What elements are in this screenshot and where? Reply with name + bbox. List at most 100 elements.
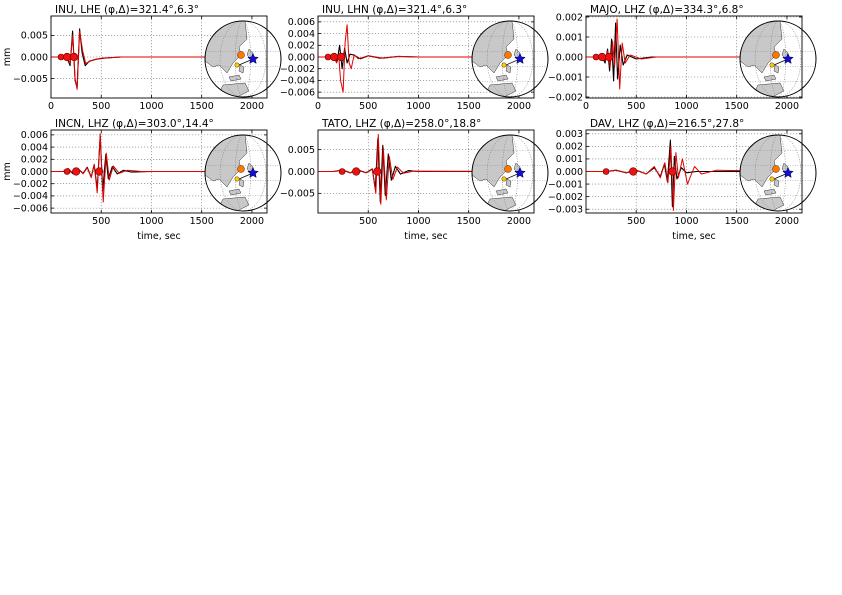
- globe-inset: [204, 20, 282, 98]
- asia-landmass: [205, 135, 248, 188]
- globe-land: [740, 135, 789, 211]
- x-axis-label: time, sec: [137, 231, 181, 242]
- station-marker: [772, 51, 780, 59]
- epicenter-star-icon: [514, 166, 526, 178]
- y-tick-label: −0.002: [548, 92, 583, 103]
- meridian: [754, 135, 802, 211]
- y-tick-label: 0.005: [288, 145, 315, 156]
- seismogram-panel-dav-lhz: DAV, LHZ (φ,Δ)=216.5°,27.8° 500 1000 1500 20…: [548, 118, 817, 242]
- station-yellow-marker: [769, 62, 775, 68]
- philippines-landmass: [505, 178, 512, 188]
- station-marker: [504, 51, 512, 59]
- y-tick-label: 0.002: [288, 41, 315, 52]
- globe-outline: [471, 134, 549, 212]
- phase-marker: [602, 168, 610, 175]
- x-tick-label: 1000: [674, 101, 698, 112]
- philippines-landmass: [505, 64, 512, 74]
- station-yellow-marker: [769, 176, 775, 182]
- x-tick-label: 2000: [240, 216, 264, 227]
- panel-title: MAJO, LHZ (φ,Δ)=334.3°,6.8°: [590, 4, 744, 16]
- phase-marker: [668, 167, 677, 176]
- y-tick-label: −0.006: [280, 87, 315, 98]
- axes-frame: [317, 15, 535, 99]
- synthetic-trace: [318, 24, 529, 93]
- seismogram-panel-inu-lhe: INU, LHE (φ,Δ)=321.4°,6.3° 0 500 1000 1500 20…: [2, 4, 282, 112]
- station-yellow-marker: [501, 176, 507, 182]
- indonesia-landmass: [495, 188, 509, 196]
- x-axis-label: time, sec: [672, 231, 716, 242]
- epicenter-star-icon: [247, 166, 259, 178]
- y-tick-label: −0.004: [280, 76, 315, 87]
- y-tick-label: 0.000: [288, 52, 315, 63]
- y-tick-label: 0.006: [288, 17, 315, 28]
- globe-outline: [204, 20, 282, 98]
- indonesia-landmass: [228, 188, 242, 196]
- indonesia-landmass: [763, 188, 777, 196]
- phase-marker: [373, 167, 382, 176]
- x-tick-label: 500: [627, 216, 645, 227]
- x-tick-label: 1000: [406, 216, 430, 227]
- x-tick-label: 2000: [240, 101, 264, 112]
- globe-inset: [739, 20, 817, 98]
- y-tick-label: −0.005: [280, 189, 315, 200]
- panel-title: INU, LHN (φ,Δ)=321.4°,6.3°: [322, 4, 467, 16]
- x-tick-label: 0: [48, 101, 54, 112]
- globe-outline: [739, 134, 817, 212]
- globe-land: [472, 21, 521, 97]
- y-tick-label: −0.002: [548, 192, 583, 203]
- globe-inset: [204, 134, 282, 212]
- panel-title: INU, LHE (φ,Δ)=321.4°,6.3°: [55, 4, 199, 16]
- station-marker: [237, 51, 245, 59]
- asia-landmass: [740, 135, 783, 188]
- x-tick-label: 1000: [406, 101, 430, 112]
- axes-frame: [50, 15, 268, 99]
- y-axis-label: mm: [2, 162, 13, 181]
- x-tick-label: 0: [315, 101, 321, 112]
- y-tick-label: 0.002: [556, 142, 583, 153]
- x-tick-label: 500: [359, 101, 377, 112]
- meridian: [754, 21, 802, 97]
- globe-inset: [739, 134, 817, 212]
- x-tick-label: 0: [583, 101, 589, 112]
- x-tick-label: 2000: [507, 101, 531, 112]
- asia-landmass: [205, 21, 248, 74]
- epicenter-star-icon: [782, 52, 794, 64]
- y-tick-label: −0.002: [280, 64, 315, 75]
- phase-marker: [338, 168, 346, 175]
- station-marker: [504, 165, 512, 173]
- philippines-landmass: [238, 64, 245, 74]
- y-tick-label: 0.001: [556, 154, 583, 165]
- globe-inset: [471, 20, 549, 98]
- panel-title: INCN, LHZ (φ,Δ)=303.0°,14.4°: [55, 118, 214, 130]
- phase-marker: [63, 168, 71, 175]
- meridian: [486, 135, 534, 211]
- y-tick-label: 0.000: [21, 52, 48, 63]
- indonesia-landmass: [495, 74, 509, 82]
- y-tick-label: −0.006: [13, 203, 48, 214]
- globe-outline: [739, 20, 817, 98]
- station-yellow-marker: [234, 176, 240, 182]
- y-tick-label: 0.000: [288, 167, 315, 178]
- seismogram-panel-inu-lhn: INU, LHN (φ,Δ)=321.4°,6.3° 0 500 1000 1500 20…: [280, 4, 549, 112]
- axes-frame: [585, 129, 803, 214]
- epicenter-star-icon: [514, 52, 526, 64]
- phase-marker: [70, 52, 79, 62]
- axes-frame: [50, 129, 268, 214]
- y-tick-label: 0.005: [21, 31, 48, 42]
- x-tick-label: 500: [92, 101, 110, 112]
- x-tick-label: 1500: [725, 216, 749, 227]
- axes-frame: [317, 129, 535, 214]
- phase-marker: [337, 52, 346, 62]
- indonesia-landmass: [763, 74, 777, 82]
- philippines-landmass: [773, 178, 780, 188]
- globe-outline: [204, 134, 282, 212]
- y-tick-label: −0.001: [548, 72, 583, 83]
- x-tick-label: 1500: [457, 216, 481, 227]
- y-tick-label: −0.001: [548, 179, 583, 190]
- x-tick-label: 500: [359, 216, 377, 227]
- meridian: [219, 135, 267, 211]
- y-tick-label: −0.003: [548, 205, 583, 216]
- y-tick-label: −0.004: [13, 191, 48, 202]
- seismogram-panel-tato-lhz: TATO, LHZ (φ,Δ)=258.0°,18.8° 500 1000 1500 2…: [280, 118, 549, 242]
- phase-marker: [605, 52, 614, 62]
